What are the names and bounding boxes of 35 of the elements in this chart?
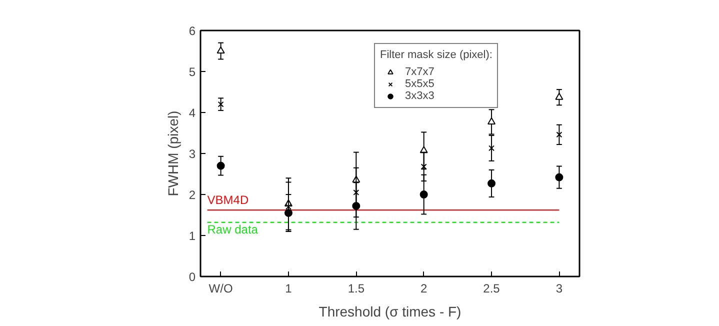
point — [353, 189, 360, 196]
ref-line-label: VBM4D — [207, 193, 249, 208]
legend-label: 3x3x3 — [405, 90, 434, 102]
point — [216, 46, 225, 54]
point — [218, 101, 224, 108]
y-tick-label: 6 — [188, 24, 196, 38]
x-tick-label: 1.5 — [348, 282, 365, 296]
y-axis-title: FWHM (pixel) — [164, 110, 181, 196]
point — [488, 179, 496, 188]
x-axis-title: Threshold (σ times - F) — [318, 304, 462, 320]
point — [216, 162, 225, 170]
point — [555, 173, 564, 182]
y-tick-label: 2 — [188, 188, 196, 202]
point — [352, 202, 360, 210]
y-tick-label: 1 — [188, 229, 196, 243]
point — [284, 208, 292, 217]
point — [556, 132, 562, 138]
legend-title: Filter mask size (pixel): — [380, 49, 492, 61]
ref-line-label: Raw data — [207, 222, 258, 236]
legend-label: 5x5x5 — [405, 78, 434, 90]
x-tick-label: 3 — [556, 282, 563, 296]
y-tick-label: 4 — [188, 106, 196, 120]
x-tick-label: 2.5 — [483, 282, 500, 296]
point — [488, 145, 494, 152]
point — [488, 117, 496, 124]
x-tick-label: 2 — [420, 282, 428, 296]
legend-label: 7x7x7 — [405, 66, 434, 78]
point — [286, 204, 292, 210]
y-tick-label: 3 — [188, 147, 196, 161]
x-tick-label: 1 — [285, 282, 292, 296]
point — [420, 190, 428, 198]
y-tick-label: 0 — [188, 270, 196, 284]
x-tick-label: W/O — [208, 282, 233, 296]
point — [555, 92, 564, 100]
y-tick-label: 5 — [188, 65, 196, 79]
